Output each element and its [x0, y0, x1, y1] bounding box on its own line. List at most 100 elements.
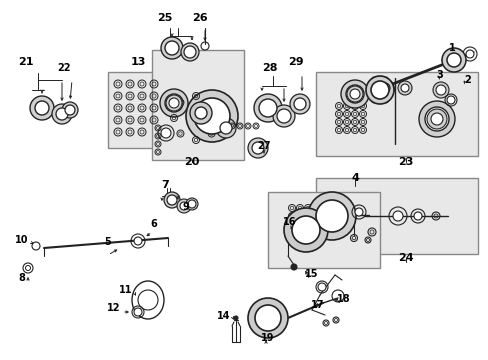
- Circle shape: [185, 198, 198, 210]
- Circle shape: [187, 200, 196, 208]
- Circle shape: [253, 94, 282, 122]
- Circle shape: [317, 283, 325, 291]
- Circle shape: [161, 37, 183, 59]
- Circle shape: [426, 109, 446, 129]
- Circle shape: [183, 46, 196, 58]
- Circle shape: [397, 81, 411, 95]
- Circle shape: [340, 80, 368, 108]
- Circle shape: [254, 305, 281, 331]
- Circle shape: [177, 199, 191, 213]
- Text: 28: 28: [262, 63, 277, 73]
- Bar: [315, 72, 477, 156]
- Circle shape: [169, 98, 179, 108]
- Circle shape: [35, 101, 49, 115]
- Circle shape: [432, 82, 448, 98]
- Circle shape: [259, 99, 276, 117]
- Text: 16: 16: [283, 217, 296, 227]
- Circle shape: [276, 109, 290, 123]
- Circle shape: [315, 200, 347, 232]
- Circle shape: [446, 53, 460, 67]
- Circle shape: [216, 118, 236, 138]
- Circle shape: [293, 98, 305, 110]
- Text: 29: 29: [287, 57, 303, 67]
- Circle shape: [190, 102, 212, 124]
- Circle shape: [291, 216, 319, 244]
- Circle shape: [354, 208, 362, 216]
- Circle shape: [62, 102, 78, 118]
- Text: 24: 24: [397, 253, 413, 263]
- Circle shape: [375, 79, 393, 97]
- Text: 1: 1: [447, 43, 454, 53]
- Circle shape: [194, 98, 229, 134]
- Circle shape: [247, 298, 287, 338]
- Circle shape: [164, 94, 183, 112]
- Circle shape: [30, 96, 54, 120]
- Circle shape: [185, 90, 238, 142]
- Text: 11: 11: [119, 285, 132, 295]
- Text: 5: 5: [104, 237, 111, 247]
- Circle shape: [167, 195, 177, 205]
- Text: 27: 27: [257, 141, 270, 151]
- Bar: [267, 192, 379, 268]
- Circle shape: [392, 211, 402, 221]
- Text: 17: 17: [311, 300, 324, 310]
- Text: 22: 22: [57, 63, 71, 73]
- Text: 26: 26: [192, 13, 207, 23]
- Text: 12: 12: [107, 303, 121, 313]
- Circle shape: [234, 316, 238, 320]
- Circle shape: [195, 107, 206, 119]
- Circle shape: [247, 138, 267, 158]
- Circle shape: [165, 95, 182, 111]
- Circle shape: [379, 83, 389, 93]
- Circle shape: [52, 104, 72, 124]
- Circle shape: [418, 101, 454, 137]
- Circle shape: [56, 108, 68, 120]
- Text: 4: 4: [350, 173, 358, 183]
- Circle shape: [446, 96, 454, 104]
- Circle shape: [134, 237, 142, 245]
- Bar: [108, 72, 178, 148]
- Circle shape: [400, 84, 408, 92]
- Circle shape: [424, 107, 448, 131]
- Circle shape: [349, 89, 359, 99]
- Circle shape: [134, 308, 142, 316]
- Circle shape: [346, 85, 363, 103]
- Circle shape: [413, 212, 421, 220]
- Circle shape: [220, 122, 231, 134]
- Bar: [315, 178, 477, 254]
- Circle shape: [290, 264, 296, 270]
- Bar: [152, 50, 244, 160]
- Text: 10: 10: [15, 235, 29, 245]
- Circle shape: [435, 85, 445, 95]
- Text: 19: 19: [261, 333, 274, 343]
- Circle shape: [272, 105, 294, 127]
- Text: 6: 6: [150, 219, 157, 229]
- Text: 20: 20: [184, 157, 199, 167]
- Circle shape: [307, 192, 355, 240]
- Text: 3: 3: [436, 70, 443, 80]
- Circle shape: [251, 142, 264, 154]
- Circle shape: [370, 81, 388, 99]
- Text: 8: 8: [19, 273, 25, 283]
- Text: 23: 23: [398, 157, 413, 167]
- Text: 25: 25: [157, 13, 172, 23]
- Circle shape: [284, 208, 327, 252]
- Text: 15: 15: [305, 269, 318, 279]
- Circle shape: [163, 192, 180, 208]
- Text: 9: 9: [182, 202, 189, 212]
- Circle shape: [164, 41, 179, 55]
- Text: 7: 7: [161, 180, 168, 190]
- Circle shape: [289, 94, 309, 114]
- Text: 13: 13: [130, 57, 145, 67]
- Text: 14: 14: [217, 311, 230, 321]
- Text: 18: 18: [337, 294, 350, 304]
- Circle shape: [160, 89, 187, 117]
- Text: 2: 2: [464, 75, 470, 85]
- Circle shape: [161, 128, 171, 138]
- Circle shape: [365, 76, 393, 104]
- Circle shape: [465, 50, 473, 58]
- Text: 21: 21: [18, 57, 34, 67]
- Circle shape: [346, 86, 362, 102]
- Circle shape: [430, 113, 442, 125]
- Circle shape: [180, 202, 187, 210]
